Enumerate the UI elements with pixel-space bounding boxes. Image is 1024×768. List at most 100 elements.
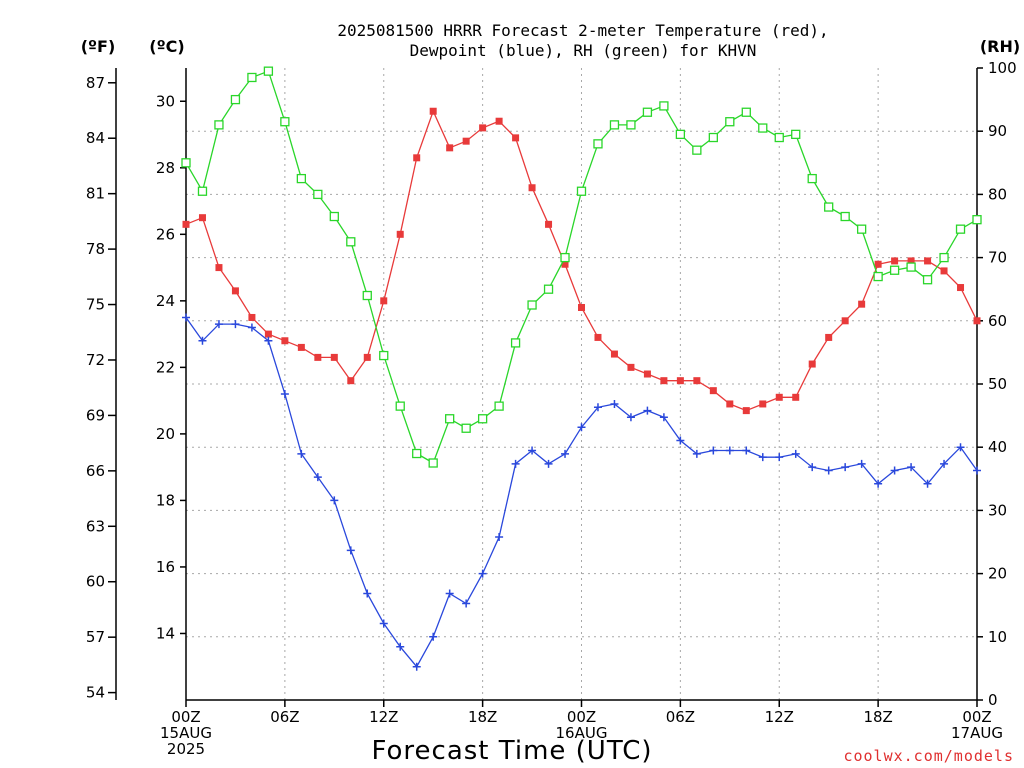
x-tick-label: 18Z: [468, 708, 497, 726]
rh-point: [230, 94, 241, 105]
fahrenheit-tick-label: 72: [86, 351, 105, 369]
fahrenheit-tick-label: 84: [86, 129, 105, 147]
rh-tick-label: 60: [988, 312, 1007, 330]
rh-point: [560, 252, 570, 263]
rh-tick-label: 70: [988, 249, 1007, 267]
rh-point: [708, 132, 718, 143]
2-meter-temperature-point: [726, 400, 734, 408]
celsius-tick-label: 18: [156, 491, 175, 509]
dewpoint-point: [462, 599, 471, 608]
rh-tick-label: 10: [988, 628, 1007, 646]
dewpoint-point: [940, 459, 949, 468]
grid: [186, 68, 977, 700]
2-meter-temperature-point: [231, 287, 239, 295]
rh-point: [510, 338, 521, 348]
fahrenheit-tick-label: 69: [86, 406, 105, 424]
2-meter-temperature-point: [841, 317, 849, 325]
2-meter-temperature-point: [182, 220, 190, 228]
fahrenheit-tick-label: 78: [86, 240, 105, 258]
rh-point: [922, 275, 933, 285]
rh-tick-label: 50: [988, 375, 1007, 393]
rh-point: [774, 132, 784, 143]
chart-title-line-1: 2025081500 HRRR Forecast 2-meter Tempera…: [337, 21, 828, 40]
dewpoint-point: [561, 449, 570, 458]
x-axis-label: Forecast Time (UTC): [371, 736, 652, 766]
rh-point: [445, 414, 455, 424]
2-meter-temperature-point: [808, 360, 816, 368]
rh-point: [939, 252, 949, 263]
2-meter-temperature-point: [924, 257, 932, 265]
dewpoint-point: [824, 466, 833, 475]
rh-point: [362, 290, 372, 301]
dewpoint-point: [544, 459, 553, 468]
rh-point: [379, 350, 389, 361]
fahrenheit-tick-label: 87: [86, 74, 105, 92]
rh-point: [642, 107, 653, 117]
dewpoint-point: [429, 632, 438, 641]
celsius-unit-label: (ºC): [149, 37, 184, 56]
2-meter-temperature-point: [264, 330, 272, 338]
dewpoint-point: [692, 449, 701, 458]
2-meter-temperature-point: [198, 214, 206, 222]
dewpoint-point: [890, 466, 899, 475]
2-meter-temperature-point: [693, 377, 701, 385]
celsius-tick-label: 28: [156, 159, 175, 177]
fahrenheit-tick-label: 63: [86, 517, 105, 535]
rh-point: [329, 211, 339, 222]
dewpoint-point: [528, 446, 537, 455]
x-tick-label: 2025: [167, 740, 205, 758]
rh-unit-label: (RH): [980, 37, 1020, 56]
dewpoint-point: [907, 463, 916, 472]
2-meter-temperature-point: [594, 333, 602, 341]
dewpoint-point: [511, 459, 520, 468]
2-meter-temperature-point: [957, 284, 965, 292]
2-meter-temperature-point: [297, 343, 305, 351]
rh-point: [659, 101, 669, 111]
fahrenheit-tick-label: 75: [86, 296, 105, 314]
dewpoint-point: [478, 569, 487, 578]
dewpoint-point: [709, 446, 718, 455]
2-meter-temperature-point: [759, 400, 767, 408]
dewpoint-point: [923, 479, 932, 488]
2-meter-temperature-point: [413, 154, 421, 162]
x-tick-label: 06Z: [666, 708, 695, 726]
rh-tick-label: 30: [988, 501, 1007, 519]
rh-point: [461, 423, 471, 433]
2-meter-temperature-point: [314, 353, 322, 361]
2-meter-temperature-point: [281, 337, 289, 345]
rh-point: [725, 117, 735, 127]
fahrenheit-tick-label: 54: [86, 684, 105, 702]
rh-tick-label: 40: [988, 438, 1007, 456]
2-meter-temperature-point: [512, 134, 520, 142]
2-meter-temperature-point: [709, 387, 717, 395]
fahrenheit-tick-label: 60: [86, 573, 105, 591]
dewpoint-point: [330, 496, 339, 505]
rh-point: [576, 186, 587, 196]
dewpoint-point: [577, 423, 586, 432]
rh-point: [972, 215, 982, 225]
dewpoint-point: [396, 642, 405, 651]
celsius-tick-label: 24: [156, 292, 175, 310]
2-meter-temperature-point: [446, 144, 454, 152]
rh-point: [395, 401, 405, 411]
dewpoint-point: [676, 436, 685, 445]
rh-point: [906, 262, 916, 272]
2-meter-temperature-point: [347, 377, 355, 385]
2-meter-temperature-point: [396, 230, 404, 238]
rh-point: [856, 224, 867, 234]
2-meter-temperature-point: [429, 107, 437, 115]
2-meter-temperature-point: [627, 363, 635, 371]
rh-point: [873, 271, 883, 282]
rh-point: [181, 158, 191, 168]
rh-point: [313, 189, 323, 200]
dewpoint-point: [808, 463, 817, 472]
dewpoint-point: [231, 320, 240, 329]
rh-point: [807, 173, 817, 184]
2-meter-temperature-point: [215, 264, 223, 272]
dewpoint-point: [198, 336, 207, 345]
rh-point: [346, 237, 356, 247]
2-meter-temperature-point: [578, 303, 585, 311]
rh-point: [263, 66, 274, 76]
rh-point: [675, 129, 686, 140]
rh-point: [824, 202, 834, 212]
